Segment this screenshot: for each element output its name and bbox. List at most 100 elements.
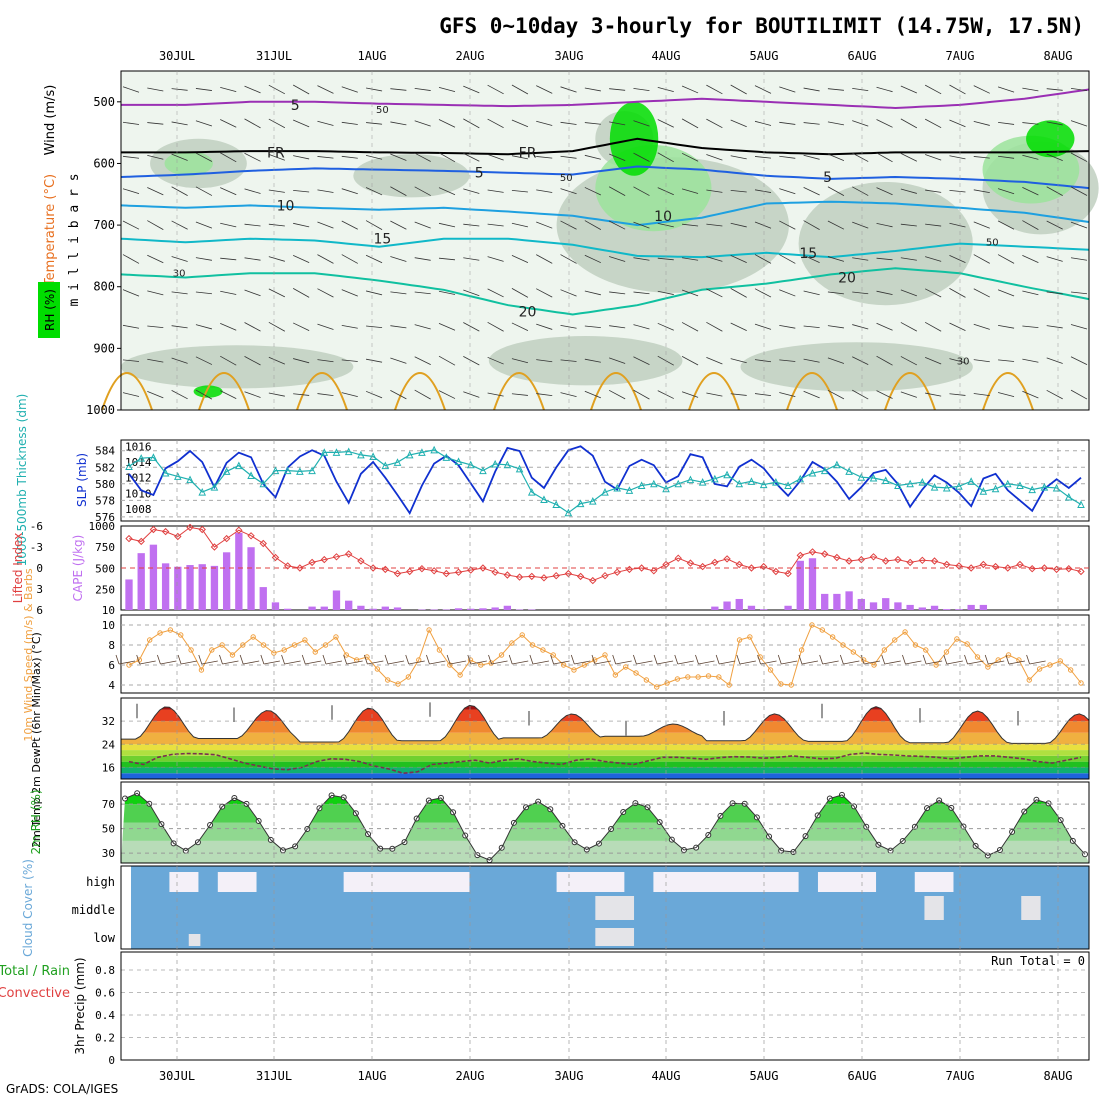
temp-band [121,767,1089,774]
wind-barb [730,119,747,128]
cape-bar [723,601,731,610]
wind-speed-marker [881,647,888,653]
li-marker [308,558,316,567]
surface-wind-barb [574,660,591,665]
wind-barb [1046,121,1063,126]
wind-barb [341,392,358,397]
wind-speed-marker [1057,658,1064,664]
wind-barb [487,321,504,332]
surface-wind-barb [160,660,177,665]
precip-axis-label: 3hr Precip (mm) [73,957,87,1054]
wind-barb [754,393,772,397]
surface-wind-barb [239,654,244,665]
wind-barb [195,120,213,127]
li-marker [564,569,573,578]
wind-barb [803,220,820,230]
wind-barb [341,254,358,264]
top-day-label: 3AUG [555,49,584,63]
li-marker [869,553,878,561]
wind-barb [730,393,747,396]
wind-barb [609,256,626,262]
li-marker [149,525,158,534]
surface-wind-barb [363,654,368,665]
surface-wind-barb [801,660,819,665]
bottom-day-label: 4AUG [652,1069,681,1083]
wind-speed-marker [809,622,815,628]
wind-barb [803,154,820,160]
wind-barb [487,256,504,262]
surface-wind-barb [550,654,554,665]
cape-bar [467,608,475,610]
wind-barb [900,289,917,297]
thickness-marker [845,467,853,475]
wind-speed-marker [343,652,350,658]
bottom-day-label: 31JUL [256,1069,292,1083]
li-marker [442,569,451,578]
surface-wind-barb [491,660,508,665]
li-marker [1040,564,1049,572]
wind-barb [511,358,529,364]
wind-barb [511,84,529,95]
cape-bar [332,590,341,610]
li-marker [1077,567,1085,576]
contour-label: 10 [654,209,672,225]
contour-label: 20 [519,304,537,320]
wind-barb [1022,325,1039,328]
rh-axis-label: RH (%) [43,289,57,331]
wind-barb [949,358,966,364]
wind-barb [900,322,918,332]
wind-speed-marker [209,647,215,653]
wind-barb [268,84,286,95]
surface-wind-barb [839,654,844,665]
pressure-tick-label: 500 [93,95,115,109]
wind-barb [730,84,747,95]
wind-barb [584,187,602,196]
li-marker [991,562,1000,571]
wind-barb [536,156,553,159]
wind-barb [803,254,820,264]
li-marker [271,553,280,562]
wind-barb [1070,221,1088,229]
cape-bar [308,606,316,610]
wind-speed-marker [167,627,174,633]
temp-band [121,773,1089,779]
warm-contour-line [101,372,153,411]
cape-bar [210,565,219,610]
li-tick-label: 6 [36,604,43,617]
wind-barb [1046,186,1063,197]
wind-barb [268,288,286,298]
wind-barb [949,155,966,160]
rh-frame [120,781,1090,864]
wind-barb [560,121,577,125]
temp-tick-label: 16 [102,761,115,774]
thickness-tick-label: 582 [95,461,115,474]
li-marker [479,564,487,572]
cape-tick-label: 500 [95,562,115,575]
wind-barb [414,186,431,196]
wind-barb [779,359,796,362]
cape-bar [247,547,255,610]
wind-barb [341,155,358,159]
surface-wind-barb [263,660,280,665]
wind-barb [438,222,456,228]
surface-wind-barb [181,660,198,665]
slp-tick-label: 1008 [125,503,152,516]
wind-barb [925,392,942,397]
wind-barb [706,223,723,227]
cape-bar [222,552,231,610]
wind-barb [584,325,601,329]
wind-barb [876,322,893,331]
wind-barb [463,356,480,366]
top-day-label: 30JUL [159,49,195,63]
wind-barb [633,389,650,400]
thickness-tick-label: 580 [95,478,115,491]
thickness-line [128,449,1082,514]
wind-barb [609,325,626,329]
wind-barb [681,85,699,94]
li-marker [198,525,206,534]
rh-shading-blob [164,151,213,176]
wind-barb [195,356,213,365]
wind-barb [924,288,942,298]
wind-speed-marker [229,652,236,658]
wind-barb [609,88,626,91]
